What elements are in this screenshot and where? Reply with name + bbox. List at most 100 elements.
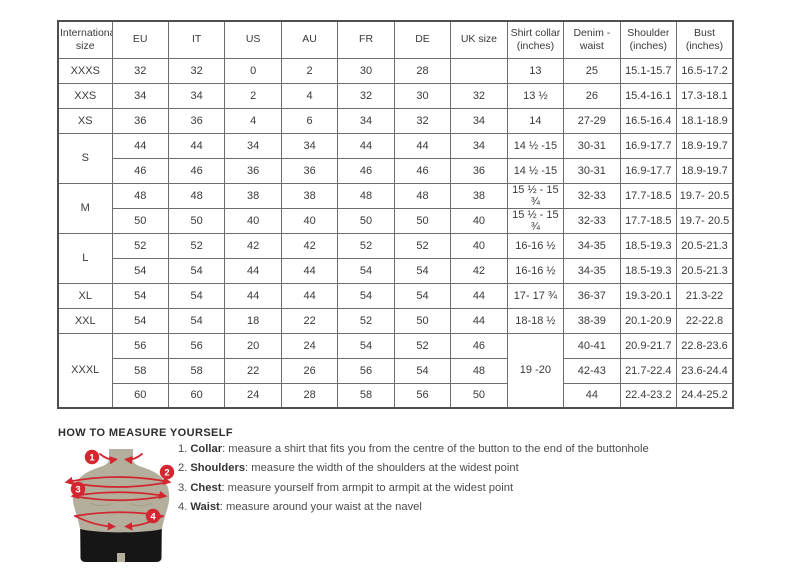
shoulder-measure-line [64,476,172,485]
collar-measure-line [99,453,118,465]
size-value-cell: 44 [280,282,339,309]
size-value-cell: 36 [224,157,282,184]
size-label-cell: XS [57,107,113,134]
size-value-cell: 48 [111,182,169,209]
table-row: M 48 48 38 38 48 48 38 15 ½ - 15 ¾ 32-33 17.7-18.5… [57,182,734,234]
size-value-cell: 18.5-19.3 [619,257,678,284]
size-value-cell: 16.5-16.4 [619,107,678,134]
table-row: L 52 52 42 42 52 52 40 16-16 ½ 34-35 18.5-19.3 20.5… [57,232,734,284]
table-row: 54 54 44 44 54 54 42 16-16 ½ 34-35 18.5-19.3 20.5-… [58,257,734,284]
size-value-cell: 54 [337,282,395,309]
size-value-cell: 19.7- 20.5 [676,182,734,209]
svg-text:4: 4 [150,511,156,522]
badge-chest: 3 [70,481,86,497]
size-value-cell: 18.9-19.7 [676,157,734,184]
size-value-cell: 40-41 [563,332,621,359]
size-value-cell: 46 [337,157,395,184]
measurement-figure: 1 2 3 4 [57,446,177,566]
measure-instructions: 1. Collar: measure a shirt that fits you … [178,443,758,521]
size-value-cell: 18-18 ½ [506,307,565,334]
size-value-cell: 6 [280,107,339,134]
size-value-cell: 54 [393,357,452,384]
size-value-cell: 52 [167,232,226,259]
size-value-cell: 58 [337,382,395,409]
size-value-cell: 36 [111,107,169,134]
size-value-cell: 18 [224,307,282,334]
size-value-cell: 54 [111,282,169,309]
table-row: S 44 44 34 34 44 44 34 14 ½ -15 30-31 16.9-17.7 18.… [57,132,734,184]
size-value-cell: 54 [111,307,169,334]
size-value-cell: 40 [280,207,339,234]
size-value-cell: 25 [563,57,621,84]
size-value-cell: 2 [280,57,339,84]
size-value-cell: 18.1-18.9 [676,107,734,134]
waist-measure-line [74,515,116,531]
size-value-cell: 36-37 [563,282,621,309]
size-value-cell: 52 [337,232,395,259]
size-value-cell: 13 ½ [506,82,565,109]
size-value-cell: 19.7- 20.5 [676,207,734,234]
size-value-cell: 44 [450,307,508,334]
size-value-cell: 26 [563,82,621,109]
size-value-cell: 16.5-17.2 [676,57,734,84]
size-value-cell: 50 [393,307,452,334]
size-value-cell: 36 [167,107,226,134]
instruction-shoulders: 2. Shoulders: measure the width of the sh… [178,462,758,475]
chest-seam-left [89,502,113,507]
size-value-cell: 38 [224,182,282,209]
size-label-cell: M [57,182,113,234]
svg-text:2: 2 [164,467,169,478]
table-row: 60 60 24 28 58 56 50 44 22.4-23.2 24.4-25.2 [58,382,734,409]
badge-waist: 4 [145,508,161,524]
size-value-cell: 21.3-22 [676,282,734,309]
size-value-cell: 22 [224,357,282,384]
size-value-cell: 38 [450,182,508,209]
size-value-cell: 44 [224,282,282,309]
size-value-cell [450,57,508,84]
instruction-number: 3. [178,481,188,494]
size-value-cell: 24 [280,332,339,359]
size-value-cell: 34 [167,82,226,109]
collar-measure-line [124,453,143,465]
size-value-cell: 22 [280,307,339,334]
instruction-label: Chest [190,481,222,494]
size-value-cell: 38 [280,182,339,209]
chest-measure-line [72,495,166,502]
size-value-cell: 19 -20 [506,332,565,409]
size-value-cell: 17.7-18.5 [619,207,678,234]
size-value-cell: 4 [280,82,339,109]
size-value-cell: 46 [111,157,169,184]
size-value-cell: 32-33 [563,207,621,234]
size-table-body: XXXS 32 32 0 2 30 28 13 25 15.1-15.7 16.5-17.2 XXS 3… [57,57,734,409]
size-label-cell: XXXL [57,332,113,409]
badge-shoulders: 2 [159,464,175,480]
table-row: XXXL 56 56 20 24 54 52 46 19 -20 40-41 20.9-21.7 22… [57,332,734,409]
size-value-cell: 54 [337,332,395,359]
size-value-cell: 54 [393,257,452,284]
size-value-cell: 32 [337,82,395,109]
size-value-cell: 54 [167,282,226,309]
size-value-cell: 56 [393,382,452,409]
size-value-cell: 16.9-17.7 [619,157,678,184]
size-value-cell: 32 [393,107,452,134]
measure-section-title: HOW TO MEASURE YOURSELF [58,427,234,439]
size-value-cell: 52 [393,332,452,359]
size-value-cell: 58 [111,357,169,384]
size-value-cell: 46 [167,157,226,184]
mannequin-shorts [80,529,162,562]
column-header: DE [393,20,452,59]
size-value-cell: 28 [393,57,452,84]
size-value-cell: 17.3-18.1 [676,82,734,109]
column-header: UK size [450,20,508,59]
size-value-cell: 54 [337,257,395,284]
size-value-cell: 34-35 [563,232,621,259]
size-value-cell: 34 [224,132,282,159]
column-header: EU [111,20,169,59]
size-value-cell: 32 [111,57,169,84]
size-value-cell: 32 [450,82,508,109]
size-value-cell: 24.4-25.2 [676,382,734,409]
size-value-cell: 14 ½ -15 [506,157,565,184]
table-row: XXL 54 54 18 22 52 50 44 18-18 ½ 38-39 20.1-20.9 22… [57,307,734,334]
instruction-text: : measure yourself from armpit to armpit… [221,481,514,494]
